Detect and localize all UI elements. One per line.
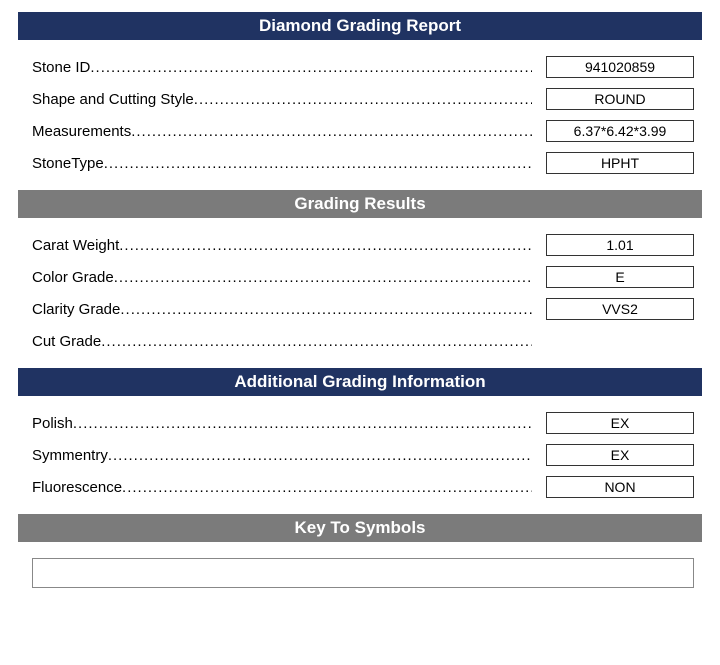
label-clarity-grade: Clarity Grade bbox=[32, 301, 532, 318]
label-color-grade: Color Grade bbox=[32, 269, 532, 286]
label-fluorescence: Fluorescence bbox=[32, 479, 532, 496]
value-stone-type: HPHT bbox=[546, 152, 694, 174]
value-symmetry: EX bbox=[546, 444, 694, 466]
label-text: Shape and Cutting Style bbox=[32, 91, 194, 108]
value-fluorescence: NON bbox=[546, 476, 694, 498]
value-color-grade: E bbox=[546, 266, 694, 288]
label-text: Clarity Grade bbox=[32, 301, 120, 318]
label-text: Color Grade bbox=[32, 269, 114, 286]
label-stone-id: Stone ID bbox=[32, 59, 532, 76]
label-text: Cut Grade bbox=[32, 333, 101, 350]
value-stone-id: 941020859 bbox=[546, 56, 694, 78]
row-symmetry: Symmentry EX bbox=[18, 444, 702, 466]
row-color-grade: Color Grade E bbox=[18, 266, 702, 288]
row-measurements: Measurements 6.37*6.42*3.99 bbox=[18, 120, 702, 142]
label-text: Measurements bbox=[32, 123, 131, 140]
row-carat-weight: Carat Weight 1.01 bbox=[18, 234, 702, 256]
row-fluorescence: Fluorescence NON bbox=[18, 476, 702, 498]
section-header-symbols: Key To Symbols bbox=[18, 514, 702, 542]
label-carat-weight: Carat Weight bbox=[32, 237, 532, 254]
value-polish: EX bbox=[546, 412, 694, 434]
row-cut-grade: Cut Grade . bbox=[18, 330, 702, 352]
value-carat-weight: 1.01 bbox=[546, 234, 694, 256]
label-polish: Polish bbox=[32, 415, 532, 432]
label-cut-grade: Cut Grade bbox=[32, 333, 532, 350]
section-header-additional: Additional Grading Information bbox=[18, 368, 702, 396]
label-text: Carat Weight bbox=[32, 237, 119, 254]
label-measurements: Measurements bbox=[32, 123, 532, 140]
row-shape: Shape and Cutting Style ROUND bbox=[18, 88, 702, 110]
label-stone-type: StoneType bbox=[32, 155, 532, 172]
label-shape: Shape and Cutting Style bbox=[32, 91, 532, 108]
section-header-report: Diamond Grading Report bbox=[18, 12, 702, 40]
label-text: StoneType bbox=[32, 155, 104, 172]
label-text: Stone ID bbox=[32, 59, 90, 76]
value-clarity-grade: VVS2 bbox=[546, 298, 694, 320]
value-shape: ROUND bbox=[546, 88, 694, 110]
row-polish: Polish EX bbox=[18, 412, 702, 434]
label-text: Fluorescence bbox=[32, 479, 122, 496]
section-header-grading: Grading Results bbox=[18, 190, 702, 218]
value-measurements: 6.37*6.42*3.99 bbox=[546, 120, 694, 142]
label-text: Symmentry bbox=[32, 447, 108, 464]
row-stone-type: StoneType HPHT bbox=[18, 152, 702, 174]
row-clarity-grade: Clarity Grade VVS2 bbox=[18, 298, 702, 320]
label-symmetry: Symmentry bbox=[32, 447, 532, 464]
row-stone-id: Stone ID 941020859 bbox=[18, 56, 702, 78]
label-text: Polish bbox=[32, 415, 73, 432]
symbols-box bbox=[32, 558, 694, 588]
